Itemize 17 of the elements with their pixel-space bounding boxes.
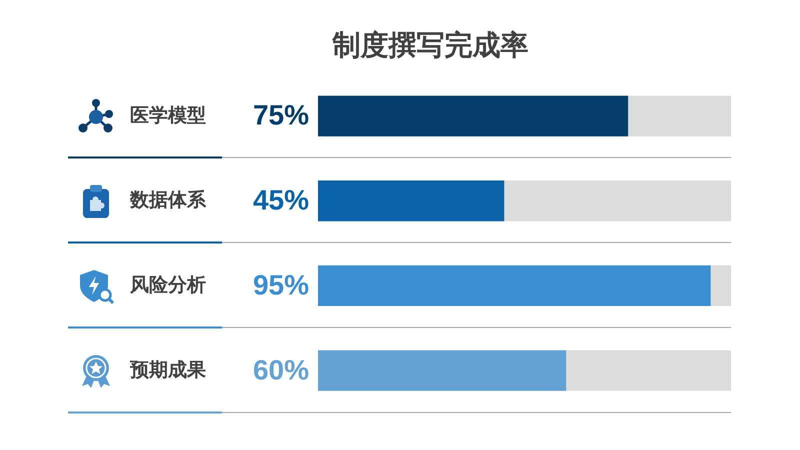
- bar: [318, 350, 566, 391]
- bar: [504, 180, 731, 222]
- bar: [318, 265, 711, 306]
- y-tick-label: 风险分析: [129, 274, 206, 296]
- data-label: 75%: [252, 100, 310, 131]
- y-tick-label: 预期成果: [129, 358, 207, 381]
- bar: [710, 265, 731, 306]
- bar: [565, 350, 731, 391]
- y-tick-label: 数据体系: [129, 189, 207, 212]
- bar: [318, 96, 628, 136]
- bar: [627, 96, 731, 136]
- y-tick-label: 医学模型: [130, 105, 206, 126]
- chart-title: 制度撰写完成率: [332, 30, 528, 61]
- bar: [318, 180, 504, 222]
- data-label: 95%: [252, 269, 310, 300]
- data-label: 60%: [252, 354, 310, 386]
- data-label: 45%: [252, 184, 310, 216]
